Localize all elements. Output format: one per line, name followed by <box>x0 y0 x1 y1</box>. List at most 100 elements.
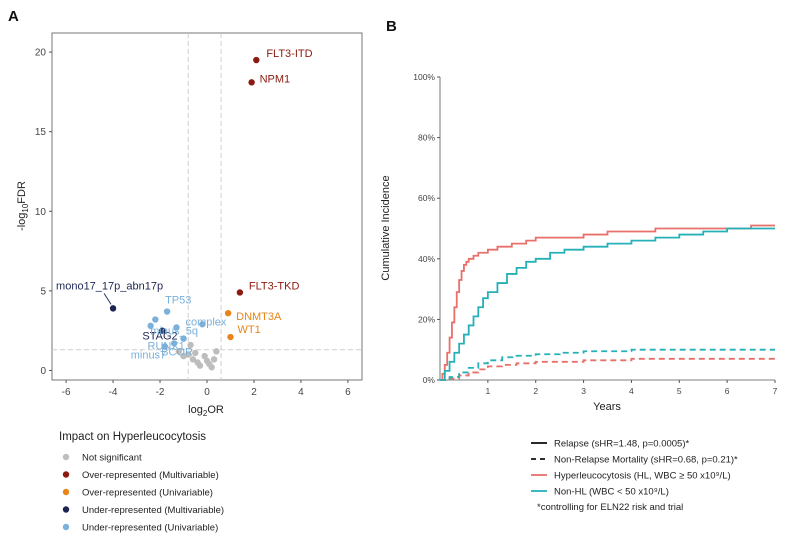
cuminc-x-ticks: 1 2 3 4 5 6 7 <box>485 380 778 396</box>
volcano-legend-swatch <box>62 488 70 496</box>
volcano-label-flt3-itd: FLT3-ITD <box>266 48 312 60</box>
cuminc-legend-label: Non-Relapse Mortality (sHR=0.68, p=0.21)… <box>554 455 738 466</box>
volcano-label-flt3-tkd: FLT3-TKD <box>249 280 300 292</box>
cuminc-y-tick-label: 60% <box>418 193 435 203</box>
volcano-label-runx1: RUNX1 <box>148 341 185 353</box>
volcano-x-tick-label: 2 <box>251 387 257 398</box>
volcano-points <box>109 56 260 371</box>
cuminc-x-tick-label: 6 <box>725 386 730 396</box>
panel-letter-a: A <box>8 8 19 25</box>
volcano-legend-swatch <box>62 471 70 478</box>
cuminc-x-tick-label: 5 <box>677 386 682 396</box>
volcano-point <box>201 352 208 360</box>
volcano-point-npm1 <box>248 79 255 86</box>
cuminc-legend-label: Relapse (sHR=1.48, p=0.0005)* <box>554 439 689 450</box>
cuminc-y-axis-title: Cumulative Incidence <box>380 175 392 280</box>
volcano-legend-swatch <box>62 523 70 531</box>
volcano-point <box>175 348 183 355</box>
volcano-label-tp53: TP53 <box>165 295 191 307</box>
volcano-point <box>187 341 194 349</box>
volcano-point <box>189 356 197 363</box>
cuminc-y-ticks: 0% 20% 40% 60% 80% 100% <box>413 72 440 385</box>
volcano-label-npm1: NPM1 <box>260 73 291 85</box>
cuminc-x-axis-title: Years <box>593 401 621 413</box>
cuminc-x-tick-label: 2 <box>533 386 538 396</box>
volcano-x-tick-label: -4 <box>109 387 118 398</box>
cuminc-axes <box>439 77 775 381</box>
volcano-y-ticks: 0 5 10 15 20 <box>35 48 52 377</box>
panel-letter-b: B <box>386 18 397 35</box>
cuminc-y-tick-label: 100% <box>413 72 435 82</box>
cuminc-legend-items: Relapse (sHR=1.48, p=0.0005)* Non-Relapse… <box>531 439 738 498</box>
cuminc-y-tick-label: 40% <box>418 254 435 264</box>
volcano-point <box>213 348 220 355</box>
volcano-y-tick-label: 5 <box>40 286 46 297</box>
volcano-point-complex <box>173 324 180 331</box>
volcano-point <box>210 356 218 363</box>
volcano-point-minus7 <box>161 343 168 350</box>
volcano-x-ticks: -6 -4 -2 0 2 4 6 <box>62 380 351 398</box>
volcano-point-dnmt3a <box>224 309 232 317</box>
volcano-label-wt1: WT1 <box>237 324 260 336</box>
volcano-y-tick-label: 0 <box>40 366 46 377</box>
volcano-legend-label: Under-represented (Univariable) <box>82 523 218 534</box>
cuminc-footnote: *controlling for ELN22 risk and trial <box>537 502 683 513</box>
cuminc-y-tick-label: 80% <box>418 133 435 143</box>
volcano-y-tick-label: 10 <box>35 207 47 218</box>
volcano-x-tick-label: 0 <box>204 387 210 398</box>
volcano-threshold-lines <box>52 33 362 380</box>
volcano-y-axis-title: -log10FDR <box>16 181 30 231</box>
volcano-legend-label: Over-represented (Univariable) <box>82 488 213 499</box>
volcano-point <box>185 351 192 358</box>
volcano-label-dnmt3a: DNMT3A <box>236 311 282 323</box>
cuminc-legend-label: Non-HL (WBC < 50 x10⁹/L) <box>554 487 669 498</box>
cuminc-y-tick-label: 20% <box>418 314 435 324</box>
volcano-point <box>192 349 199 357</box>
cuminc-x-tick-label: 7 <box>773 386 778 396</box>
volcano-point-flt3-itd <box>253 56 260 64</box>
volcano-point <box>152 316 159 323</box>
cuminc-legend: Relapse (sHR=1.48, p=0.0005)* Non-Relapse… <box>531 439 738 513</box>
cuminc-line-non-hl-relapse <box>440 227 775 381</box>
volcano-label-stag2: STAG2 <box>142 331 177 343</box>
volcano-legend-swatch <box>62 506 70 513</box>
volcano-legend-label: Under-represented (Multivariable) <box>82 505 224 516</box>
volcano-legend-swatch <box>62 453 70 461</box>
cuminc-line-hl-nrm <box>440 357 775 381</box>
cuminc-legend-label: Hyperleucocytosis (HL, WBC ≥ 50 x10⁹/L) <box>554 471 731 482</box>
volcano-leader-line <box>103 293 112 305</box>
volcano-point-runx1 <box>180 335 187 342</box>
volcano-point <box>147 322 154 330</box>
volcano-y-tick-label: 20 <box>35 48 47 59</box>
volcano-x-tick-label: -6 <box>62 387 71 398</box>
volcano-x-tick-label: 4 <box>298 387 304 398</box>
cuminc-series <box>440 224 775 381</box>
volcano-label-minus7: minus7 <box>131 350 166 362</box>
volcano-label-mono17-17p-abn17p: mono17_17p_abn17p <box>56 280 163 292</box>
volcano-label-bcor: BCOR <box>161 346 193 358</box>
volcano-x-tick-label: 6 <box>345 387 351 398</box>
cuminc-line-hl-relapse <box>440 224 775 381</box>
volcano-point-wt1 <box>227 333 234 341</box>
volcano-point <box>196 362 204 369</box>
cuminc-x-tick-label: 1 <box>485 386 490 396</box>
volcano-plot: -6 -4 -2 0 2 4 6 0 5 10 15 20 FLT3-ITD NPM1 FLT3-TKD… <box>16 32 363 418</box>
volcano-y-tick-label: 15 <box>35 127 47 138</box>
volcano-legend-label: Not significant <box>82 453 142 464</box>
cuminc-x-tick-label: 3 <box>581 386 586 396</box>
volcano-x-tick-label: -2 <box>156 387 165 398</box>
volcano-point-tp53 <box>163 308 171 315</box>
cuminc-line-non-hl-nrm <box>440 348 775 381</box>
volcano-legend-items: Not significant Over-represented (Multiva… <box>62 453 224 534</box>
cuminc-x-tick-label: 4 <box>629 386 634 396</box>
volcano-point-stag2 <box>159 327 166 334</box>
volcano-point-bcor <box>170 340 178 347</box>
volcano-legend-title: Impact on Hyperleucocytosis <box>59 431 206 443</box>
volcano-point <box>206 360 213 368</box>
volcano-legend-label: Over-represented (Multivariable) <box>82 470 219 481</box>
cumulative-incidence-plot: 1 2 3 4 5 6 7 0% 20% 40% 60% 80% 100% Years Cumulat… <box>380 72 778 413</box>
volcano-point-mono17-17p-abn17p <box>109 305 117 312</box>
volcano-x-axis-title: log2OR <box>188 404 224 418</box>
